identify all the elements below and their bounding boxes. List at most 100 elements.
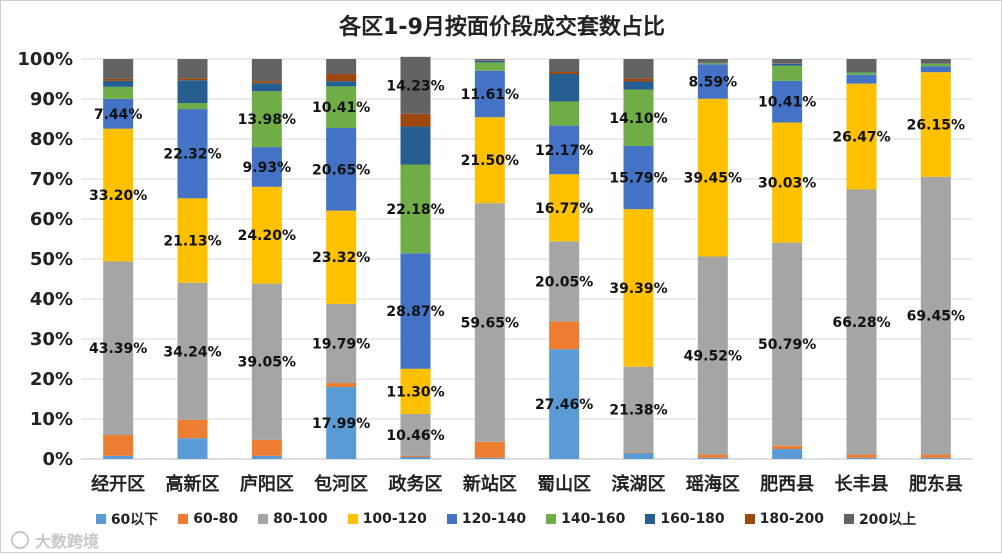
bar-segment	[401, 127, 431, 165]
watermark-text: 大数跨境	[35, 528, 99, 552]
x-tick-label: 高新区	[166, 473, 220, 495]
bar-segment	[772, 449, 802, 459]
bar-segment	[475, 61, 505, 63]
data-label: 8.59%	[689, 75, 738, 91]
legend-item: 140-160	[546, 509, 625, 529]
bar-segment	[624, 82, 654, 90]
data-label: 33.20%	[89, 188, 147, 204]
data-label: 10.41%	[312, 100, 370, 116]
data-label: 26.47%	[832, 130, 890, 146]
data-label: 21.38%	[609, 402, 667, 418]
legend-item: 80-100	[258, 509, 328, 529]
data-label: 9.93%	[243, 160, 292, 176]
data-label: 21.50%	[461, 153, 519, 169]
data-label: 39.39%	[609, 281, 667, 297]
bar-segment	[178, 438, 208, 459]
bar-segment	[624, 452, 654, 453]
data-label: 14.23%	[386, 78, 444, 94]
bar-segment	[475, 442, 505, 458]
legend-item: 100-120	[348, 509, 427, 529]
bar-segment	[103, 79, 133, 81]
legend-item: 120-140	[447, 509, 526, 529]
bar-segment	[475, 62, 505, 70]
bar-segment	[401, 457, 431, 459]
legend-label: 60以下	[111, 509, 158, 529]
bar-segment	[252, 440, 282, 456]
bar-segment	[921, 455, 951, 458]
y-tick-label: 20%	[30, 369, 73, 390]
data-label: 19.79%	[312, 336, 370, 352]
legend-label: 140-160	[561, 511, 625, 527]
data-label: 22.32%	[163, 147, 221, 163]
bar-segment	[326, 59, 356, 74]
bar-segment	[103, 456, 133, 459]
data-label: 10.46%	[386, 428, 444, 444]
x-tick-label: 蜀山区	[537, 474, 591, 495]
y-tick-label: 40%	[30, 289, 73, 310]
bar-segment	[624, 78, 654, 81]
bar-segment	[103, 59, 133, 79]
x-tick-label: 长丰县	[835, 473, 889, 495]
bar-segment	[549, 102, 579, 126]
bar-segment	[921, 66, 951, 72]
bar-segment	[103, 81, 133, 87]
bar-segment	[326, 81, 356, 86]
data-label: 69.45%	[907, 309, 965, 325]
y-tick-label: 70%	[30, 169, 73, 190]
x-tick-label: 庐阳区	[240, 473, 294, 495]
data-label: 24.20%	[238, 228, 296, 244]
bar-segment	[252, 59, 282, 81]
x-tick-label: 滨湖区	[612, 473, 666, 495]
bar-segment	[178, 78, 208, 80]
legend-swatch	[178, 514, 188, 524]
bar-segment	[326, 74, 356, 81]
data-label: 13.98%	[238, 112, 296, 128]
legend-label: 80-100	[273, 511, 328, 527]
bar-segment	[921, 458, 951, 459]
chart-legend: 60以下 60-80 80-100 100-120 120-140 140-160 160-…	[41, 509, 971, 529]
watermark-logo-icon	[11, 531, 29, 549]
y-tick-label: 0%	[42, 449, 73, 470]
bar-segment	[921, 59, 951, 63]
bar-segment	[772, 59, 802, 63]
x-tick-label: 肥西县	[759, 474, 814, 495]
x-tick-label: 经开区	[91, 473, 145, 495]
bar-segment	[549, 72, 579, 74]
bar-segment	[178, 59, 208, 78]
y-tick-label: 60%	[30, 209, 73, 230]
legend-swatch	[546, 514, 556, 524]
legend-swatch	[645, 514, 655, 524]
legend-label: 160-180	[660, 511, 724, 527]
y-tick-label: 80%	[30, 129, 73, 150]
data-label: 22.18%	[386, 202, 444, 218]
bar-segment	[549, 74, 579, 102]
legend-swatch	[844, 514, 854, 524]
data-label: 14.10%	[609, 111, 667, 127]
x-tick-label: 包河区	[314, 473, 368, 495]
data-label: 20.05%	[535, 274, 593, 290]
legend-item: 60-80	[178, 509, 238, 529]
data-label: 12.17%	[535, 143, 593, 159]
data-label: 20.65%	[312, 162, 370, 178]
bar-segment	[326, 383, 356, 387]
legend-item: 180-200	[745, 509, 824, 529]
x-tick-label: 政务区	[389, 473, 443, 495]
data-label: 10.41%	[758, 95, 816, 111]
bar-segment	[475, 458, 505, 459]
data-label: 7.44%	[94, 107, 143, 123]
x-tick-label: 肥东县	[908, 473, 963, 495]
data-label: 30.03%	[758, 176, 816, 192]
data-label: 23.32%	[312, 250, 370, 266]
legend-label: 200以上	[859, 509, 916, 529]
y-tick-label: 50%	[30, 249, 73, 270]
y-tick-label: 90%	[30, 89, 73, 110]
bar-segment	[847, 458, 877, 459]
bar-segment	[178, 80, 208, 103]
bar-segment	[178, 103, 208, 109]
data-label: 39.45%	[684, 171, 742, 187]
bar-segment	[698, 59, 728, 63]
legend-item: 60以下	[96, 509, 158, 529]
bar-segment	[549, 322, 579, 350]
data-label: 26.15%	[907, 118, 965, 134]
legend-label: 60-80	[193, 511, 238, 527]
